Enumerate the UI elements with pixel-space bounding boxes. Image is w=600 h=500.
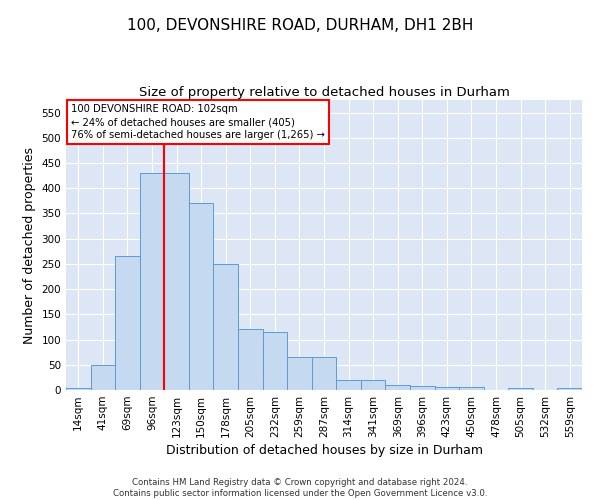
Text: Contains HM Land Registry data © Crown copyright and database right 2024.
Contai: Contains HM Land Registry data © Crown c… xyxy=(113,478,487,498)
Bar xyxy=(312,357,336,390)
Bar xyxy=(434,388,459,390)
Bar xyxy=(557,388,582,390)
Bar xyxy=(410,386,434,390)
X-axis label: Distribution of detached houses by size in Durham: Distribution of detached houses by size … xyxy=(166,444,482,457)
Bar xyxy=(508,388,533,390)
Bar xyxy=(238,330,263,390)
Bar xyxy=(140,173,164,390)
Text: 100 DEVONSHIRE ROAD: 102sqm
← 24% of detached houses are smaller (405)
76% of se: 100 DEVONSHIRE ROAD: 102sqm ← 24% of det… xyxy=(71,104,325,141)
Bar xyxy=(164,173,189,390)
Bar xyxy=(459,388,484,390)
Y-axis label: Number of detached properties: Number of detached properties xyxy=(23,146,36,344)
Bar xyxy=(361,380,385,390)
Bar xyxy=(66,388,91,390)
Title: Size of property relative to detached houses in Durham: Size of property relative to detached ho… xyxy=(139,86,509,99)
Bar xyxy=(91,365,115,390)
Bar xyxy=(336,380,361,390)
Bar xyxy=(385,385,410,390)
Bar xyxy=(189,204,214,390)
Bar xyxy=(115,256,140,390)
Bar xyxy=(214,264,238,390)
Bar xyxy=(287,357,312,390)
Text: 100, DEVONSHIRE ROAD, DURHAM, DH1 2BH: 100, DEVONSHIRE ROAD, DURHAM, DH1 2BH xyxy=(127,18,473,32)
Bar xyxy=(263,332,287,390)
